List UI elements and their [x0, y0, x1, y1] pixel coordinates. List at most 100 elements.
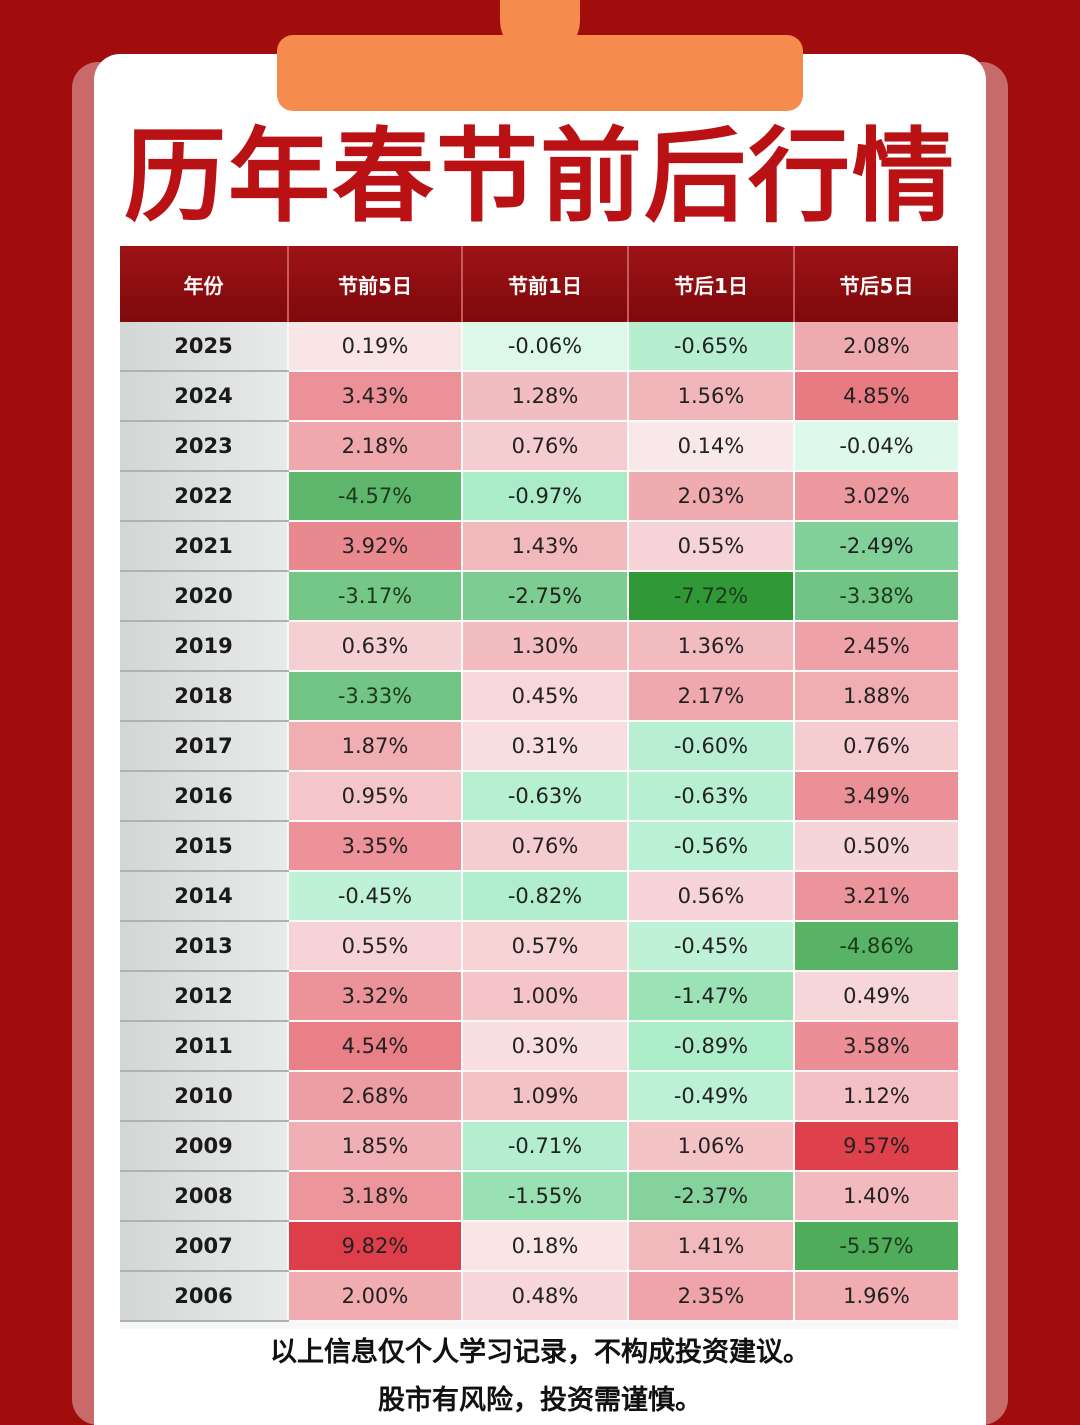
value-cell: 3.21% — [794, 871, 958, 922]
value-cell: 0.63% — [288, 621, 463, 672]
value-cell: 0.48% — [462, 1271, 629, 1322]
value-cell: 0.76% — [462, 821, 629, 872]
table-row: 2008 3.18% -1.55% -2.37% 1.40% — [120, 1171, 958, 1222]
year-cell: 2006 — [120, 1271, 289, 1322]
year-cell: 2017 — [120, 721, 289, 772]
table-header-row: 年份 节前5日 节前1日 节后1日 节后5日 — [120, 246, 958, 322]
column-header: 节后5日 — [794, 246, 958, 322]
value-cell: 0.18% — [462, 1221, 629, 1272]
year-cell: 2021 — [120, 521, 289, 572]
value-cell: -0.49% — [628, 1071, 795, 1122]
value-cell: 0.56% — [628, 871, 795, 922]
value-cell: 0.55% — [288, 921, 463, 972]
value-cell: 1.85% — [288, 1121, 463, 1172]
table-row: 2021 3.92% 1.43% 0.55% -2.49% — [120, 521, 958, 572]
value-cell: -0.45% — [628, 921, 795, 972]
value-cell: -3.38% — [794, 571, 958, 622]
table-row: 2013 0.55% 0.57% -0.45% -4.86% — [120, 921, 958, 972]
value-cell: 1.87% — [288, 721, 463, 772]
value-cell: -0.06% — [462, 322, 629, 372]
value-cell: 0.95% — [288, 771, 463, 822]
value-cell: 0.19% — [288, 322, 463, 372]
data-table-container: 年份 节前5日 节前1日 节后1日 节后5日 2025 0.19% -0.06% -0.65%… — [120, 246, 958, 1329]
value-cell: -0.82% — [462, 871, 629, 922]
table-row: 2018 -3.33% 0.45% 2.17% 1.88% — [120, 671, 958, 722]
value-cell: 1.96% — [794, 1271, 958, 1322]
clipboard-tab-bar — [277, 35, 803, 111]
value-cell: 0.76% — [462, 421, 629, 472]
year-cell: 2022 — [120, 471, 289, 522]
value-cell: 2.35% — [628, 1271, 795, 1322]
value-cell: 0.14% — [628, 421, 795, 472]
value-cell: -4.86% — [794, 921, 958, 972]
value-cell: -1.47% — [628, 971, 795, 1022]
value-cell: -4.57% — [288, 471, 463, 522]
value-cell: 1.56% — [628, 371, 795, 422]
value-cell: 4.85% — [794, 371, 958, 422]
table-row: 2006 2.00% 0.48% 2.35% 1.96% — [120, 1271, 958, 1322]
value-cell: 3.32% — [288, 971, 463, 1022]
table-row: 2024 3.43% 1.28% 1.56% 4.85% — [120, 371, 958, 422]
year-cell: 2014 — [120, 871, 289, 922]
column-header: 节前5日 — [288, 246, 463, 322]
value-cell: 3.92% — [288, 521, 463, 572]
year-cell: 2020 — [120, 571, 289, 622]
value-cell: 0.30% — [462, 1021, 629, 1072]
table-row: 2019 0.63% 1.30% 1.36% 2.45% — [120, 621, 958, 672]
value-cell: 2.45% — [794, 621, 958, 672]
year-cell: 2016 — [120, 771, 289, 822]
table-row: 2007 9.82% 0.18% 1.41% -5.57% — [120, 1221, 958, 1272]
value-cell: 3.58% — [794, 1021, 958, 1072]
value-cell: 2.68% — [288, 1071, 463, 1122]
value-cell: 3.18% — [288, 1171, 463, 1222]
table-row: 2009 1.85% -0.71% 1.06% 9.57% — [120, 1121, 958, 1172]
value-cell: 0.50% — [794, 821, 958, 872]
table-row: 2022 -4.57% -0.97% 2.03% 3.02% — [120, 471, 958, 522]
value-cell: 3.02% — [794, 471, 958, 522]
value-cell: -0.45% — [288, 871, 463, 922]
value-cell: 0.31% — [462, 721, 629, 772]
year-cell: 2024 — [120, 371, 289, 422]
value-cell: 1.12% — [794, 1071, 958, 1122]
table-row: 2010 2.68% 1.09% -0.49% 1.12% — [120, 1071, 958, 1122]
value-cell: 1.41% — [628, 1221, 795, 1272]
value-cell: -2.37% — [628, 1171, 795, 1222]
column-header: 年份 — [120, 246, 289, 322]
value-cell: 1.43% — [462, 521, 629, 572]
value-cell: -1.55% — [462, 1171, 629, 1222]
value-cell: 2.00% — [288, 1271, 463, 1322]
value-cell: 1.06% — [628, 1121, 795, 1172]
year-cell: 2010 — [120, 1071, 289, 1122]
table-row: 2014 -0.45% -0.82% 0.56% 3.21% — [120, 871, 958, 922]
table-row: 2015 3.35% 0.76% -0.56% 0.50% — [120, 821, 958, 872]
value-cell: 0.55% — [628, 521, 795, 572]
value-cell: 1.09% — [462, 1071, 629, 1122]
value-cell: -0.63% — [628, 771, 795, 822]
value-cell: 3.35% — [288, 821, 463, 872]
value-cell: 1.40% — [794, 1171, 958, 1222]
value-cell: 9.57% — [794, 1121, 958, 1172]
value-cell: 9.82% — [288, 1221, 463, 1272]
value-cell: -3.17% — [288, 571, 463, 622]
column-header: 节前1日 — [462, 246, 629, 322]
value-cell: -3.33% — [288, 671, 463, 722]
disclaimer-line-2: 股市有风险，投资需谨慎。 — [378, 1385, 702, 1416]
table-row: 2020 -3.17% -2.75% -7.72% -3.38% — [120, 571, 958, 622]
value-cell: -0.65% — [628, 322, 795, 372]
value-cell: 2.18% — [288, 421, 463, 472]
value-cell: 3.49% — [794, 771, 958, 822]
value-cell: -0.89% — [628, 1021, 795, 1072]
value-cell: -0.63% — [462, 771, 629, 822]
table-row: 2017 1.87% 0.31% -0.60% 0.76% — [120, 721, 958, 772]
table-body: 2025 0.19% -0.06% -0.65% 2.08% 2024 3.43% 1.28%… — [120, 322, 958, 1322]
value-cell: -0.71% — [462, 1121, 629, 1172]
value-cell: -0.56% — [628, 821, 795, 872]
table-row: 2016 0.95% -0.63% -0.63% 3.49% — [120, 771, 958, 822]
year-cell: 2007 — [120, 1221, 289, 1272]
value-cell: 3.43% — [288, 371, 463, 422]
value-cell: -5.57% — [794, 1221, 958, 1272]
value-cell: 1.36% — [628, 621, 795, 672]
value-cell: 2.08% — [794, 322, 958, 372]
value-cell: -7.72% — [628, 571, 795, 622]
value-cell: -0.97% — [462, 471, 629, 522]
